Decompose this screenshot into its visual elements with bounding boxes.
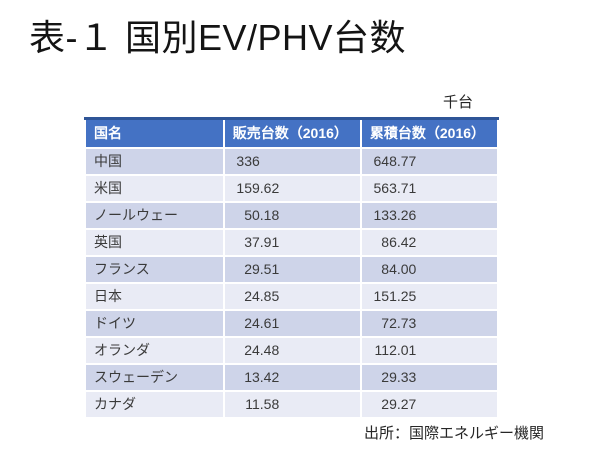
sales-int: 24 [244,315,260,331]
sales-frac: .62 [259,180,280,196]
sales-cell: 37.91 [222,228,362,257]
ev-phv-table: 国名 販売台数（2016） 累積台数（2016） 中国 336 648.77 米… [84,117,500,419]
sales-cell: 29.51 [222,255,362,284]
sales-cell: 50.18 [222,201,362,230]
sales-frac: .51 [259,261,280,277]
page-title: 表-１ 国別EV/PHV台数 [29,17,407,58]
cumulative-frac: .26 [396,207,417,223]
table-row: カナダ 11.58 29.27 [84,390,500,419]
sales-int: 11 [245,396,260,412]
cumulative-frac: .71 [396,180,417,196]
sales-frac: .61 [259,315,280,331]
cumulative-frac: .27 [396,396,417,412]
sales-frac: .91 [259,234,280,250]
cumulative-int: 151 [373,288,397,304]
sales-frac: .48 [259,342,280,358]
cumulative-int: 563 [373,180,397,196]
country-cell: オランダ [84,336,225,365]
cumulative-cell: 29.27 [359,390,500,419]
table-row: フランス 29.51 84.00 [84,255,500,284]
cumulative-frac: .73 [396,315,417,331]
cumulative-frac: .42 [396,234,417,250]
header-row: 国名 販売台数（2016） 累積台数（2016） [84,117,500,149]
cumulative-cell: 86.42 [359,228,500,257]
cumulative-int: 112 [374,342,397,358]
cumulative-int: 29 [381,369,397,385]
sales-frac: .42 [259,369,280,385]
sales-cell: 24.61 [222,309,362,338]
cumulative-frac: .00 [396,261,417,277]
sales-int: 24 [244,342,260,358]
cumulative-int: 648 [373,153,397,169]
country-cell: スウェーデン [84,363,225,392]
country-cell: ノールウェー [84,201,225,230]
cumulative-int: 72 [381,315,397,331]
sales-cell: 159.62 [222,174,362,203]
cumulative-int: 29 [381,396,397,412]
sales-cell: 24.85 [222,282,362,311]
sales-cell: 11.58 [222,390,362,419]
sales-frac: .85 [259,288,280,304]
cumulative-cell: 648.77 [359,147,500,176]
table-body: 中国 336 648.77 米国 159.62 563.71 ノールウェー 50… [84,147,500,419]
table-row: 日本 24.85 151.25 [84,282,500,311]
cumulative-frac: .77 [396,153,417,169]
table-container: 国名 販売台数（2016） 累積台数（2016） 中国 336 648.77 米… [84,117,500,419]
table-row: ドイツ 24.61 72.73 [84,309,500,338]
table-row: スウェーデン 13.42 29.33 [84,363,500,392]
sales-cell: 13.42 [222,363,362,392]
source-note: 出所：国際エネルギー機関 [364,425,545,442]
cumulative-cell: 151.25 [359,282,500,311]
sales-int: 29 [244,261,260,277]
cumulative-frac: .25 [396,288,417,304]
table-row: 中国 336 648.77 [84,147,500,176]
column-header-cumulative: 累積台数（2016） [359,117,500,149]
sales-int: 50 [244,207,260,223]
cumulative-cell: 84.00 [359,255,500,284]
sales-int: 336 [236,153,260,169]
sales-frac: .18 [259,207,280,223]
cumulative-cell: 72.73 [359,309,500,338]
country-cell: 日本 [84,282,225,311]
cumulative-int: 133 [373,207,397,223]
unit-label: 千台 [443,94,474,111]
cumulative-cell: 563.71 [359,174,500,203]
table-row: 英国 37.91 86.42 [84,228,500,257]
sales-int: 24 [244,288,260,304]
sales-cell: 336 [222,147,362,176]
cumulative-cell: 133.26 [359,201,500,230]
cumulative-cell: 29.33 [359,363,500,392]
cumulative-cell: 112.01 [359,336,500,365]
country-cell: カナダ [84,390,225,419]
cumulative-int: 86 [381,234,397,250]
column-header-country: 国名 [84,117,225,149]
cumulative-frac: .01 [396,342,417,358]
sales-frac: .58 [259,396,280,412]
table-row: オランダ 24.48 112.01 [84,336,500,365]
sales-int: 37 [244,234,260,250]
country-cell: ドイツ [84,309,225,338]
country-cell: 英国 [84,228,225,257]
sales-int: 159 [236,180,260,196]
column-header-sales: 販売台数（2016） [222,117,362,149]
country-cell: フランス [84,255,225,284]
table-row: ノールウェー 50.18 133.26 [84,201,500,230]
table-row: 米国 159.62 563.71 [84,174,500,203]
cumulative-frac: .33 [396,369,417,385]
country-cell: 中国 [84,147,225,176]
sales-cell: 24.48 [222,336,362,365]
cumulative-int: 84 [381,261,397,277]
country-cell: 米国 [84,174,225,203]
sales-int: 13 [244,369,260,385]
